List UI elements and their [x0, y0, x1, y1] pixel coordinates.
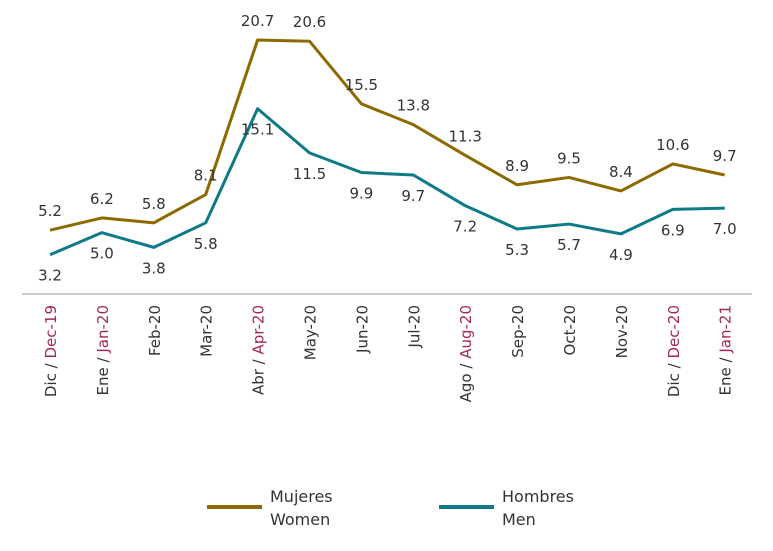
- tick-label-es: Dic /: [665, 359, 683, 398]
- tick-label-es: Ene /: [94, 353, 112, 396]
- data-label: 5.8: [142, 195, 166, 213]
- legend-label-women: Women: [270, 510, 330, 529]
- data-label: 6.2: [90, 190, 114, 208]
- tick-label-en: Jan-20: [94, 305, 112, 354]
- legend-label-men: Men: [502, 510, 536, 529]
- series-line-hombres: [49, 107, 725, 257]
- data-label: 7.2: [453, 218, 477, 236]
- data-label: 3.8: [142, 259, 166, 277]
- x-tick-label: Nov-20: [613, 305, 631, 358]
- data-label: 5.0: [90, 245, 114, 263]
- tick-label-es: Feb-20: [146, 305, 164, 356]
- data-label: 13.8: [397, 97, 430, 115]
- series-line-mujeres: [49, 38, 726, 232]
- tick-label-en: Dec-19: [42, 305, 60, 359]
- tick-label-en: Aug-20: [457, 305, 475, 359]
- data-label: 7.0: [713, 220, 737, 238]
- data-label: 8.9: [505, 157, 529, 175]
- x-tick-label: Ene / Jan-20: [94, 305, 112, 395]
- legend-label-hombres: Hombres: [502, 487, 574, 506]
- tick-label-es: Oct-20: [561, 305, 579, 355]
- tick-label-es: Abr /: [250, 355, 268, 396]
- x-tick-label: Dic / Dec-19: [42, 305, 60, 397]
- data-label: 8.1: [194, 167, 218, 185]
- data-label: 9.7: [713, 147, 737, 165]
- tick-label-es: Nov-20: [613, 305, 631, 358]
- data-label: 11.5: [293, 165, 326, 183]
- data-label: 9.5: [557, 149, 581, 167]
- data-label: 20.6: [293, 13, 326, 31]
- legend: Mujeres Women Hombres Men: [207, 487, 574, 529]
- tick-label-es: Ene /: [717, 353, 735, 396]
- x-tick-label: Jul-20: [405, 305, 423, 349]
- tick-label-en: Dec-20: [665, 305, 683, 359]
- x-tick-label: May-20: [302, 305, 320, 360]
- x-tick-label: Feb-20: [146, 305, 164, 356]
- tick-label-es: Ago /: [457, 359, 475, 403]
- x-tick-label: Jun-20: [353, 305, 371, 354]
- data-label: 10.6: [656, 136, 689, 154]
- tick-label-es: Dic /: [42, 359, 60, 398]
- x-tick-label: Oct-20: [561, 305, 579, 355]
- tick-label-es: Jul-20: [405, 305, 423, 349]
- x-tick-label: Ene / Jan-21: [717, 305, 735, 395]
- data-label: 9.7: [401, 187, 425, 205]
- data-label: 15.1: [241, 121, 274, 139]
- legend-label-mujeres: Mujeres: [270, 487, 333, 506]
- data-label: 5.2: [38, 202, 62, 220]
- x-tick-label: Abr / Apr-20: [250, 305, 268, 395]
- tick-label-es: Sep-20: [509, 305, 527, 358]
- x-tick-label: Mar-20: [198, 305, 216, 357]
- tick-label-es: Mar-20: [198, 305, 216, 357]
- data-label: 5.7: [557, 236, 581, 254]
- data-label: 6.9: [661, 221, 685, 239]
- tick-label-es: May-20: [302, 305, 320, 360]
- tick-label-en: Jan-21: [717, 305, 735, 354]
- tick-label-es: Jun-20: [353, 305, 371, 354]
- data-label: 5.8: [194, 235, 218, 253]
- data-label: 9.9: [349, 185, 373, 203]
- data-label: 3.2: [38, 267, 62, 285]
- x-tick-label: Ago / Aug-20: [457, 305, 475, 402]
- data-label: 20.7: [241, 12, 274, 30]
- data-label: 4.9: [609, 246, 633, 264]
- data-label: 8.4: [609, 163, 633, 181]
- tick-label-en: Apr-20: [250, 305, 268, 355]
- data-label: 5.3: [505, 241, 529, 259]
- x-tick-label: Dic / Dec-20: [665, 305, 683, 397]
- x-tick-label: Sep-20: [509, 305, 527, 358]
- data-label: 15.5: [345, 76, 378, 94]
- data-label: 11.3: [448, 127, 481, 145]
